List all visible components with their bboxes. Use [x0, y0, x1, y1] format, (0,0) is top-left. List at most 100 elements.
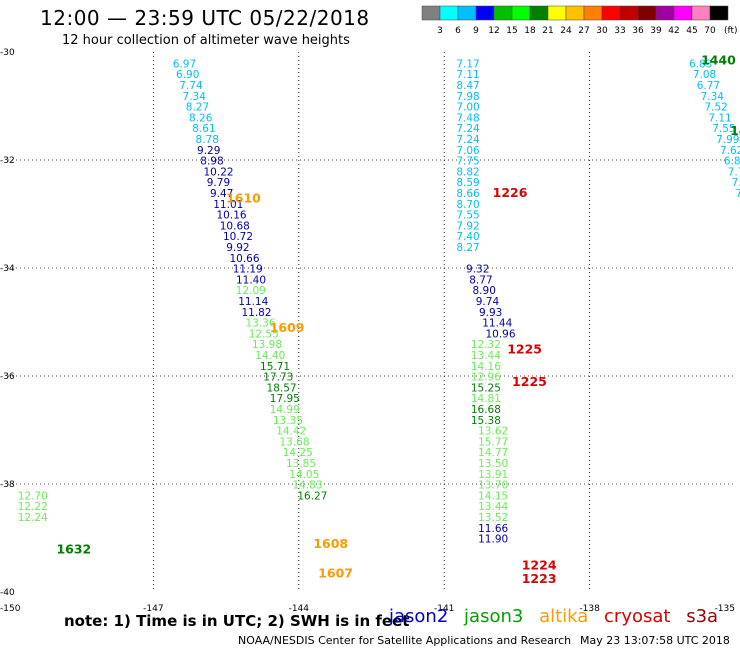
color-scale-label: 21 [542, 26, 553, 36]
wave-height-value: 10.22 [204, 166, 234, 178]
color-scale-label: 30 [596, 26, 608, 36]
wave-height-value: 13.44 [478, 501, 508, 513]
color-scale-label: 45 [686, 26, 697, 36]
wave-height-value: 10.16 [217, 210, 247, 222]
wave-height-value: 15.25 [471, 382, 501, 394]
wave-height-value: 8.90 [473, 285, 496, 297]
wave-height-value: 13.44 [471, 350, 501, 362]
wave-height-value: 7.11 [708, 112, 731, 124]
pass-time-label: 1225 [507, 342, 542, 357]
wave-height-value: 8.82 [456, 166, 479, 178]
color-scale-label: 70 [704, 26, 716, 36]
y-tick-label: -32 [0, 156, 15, 166]
color-swatch [709, 5, 729, 21]
wave-height-value: 8.98 [200, 156, 223, 168]
wave-height-value: 8.70 [456, 199, 479, 211]
wave-height-value: 14.81 [471, 393, 501, 405]
wave-height-value: 13.68 [279, 436, 309, 448]
y-tick-label: -36 [0, 372, 15, 382]
pass-time-label: 1441 [730, 123, 740, 138]
legend-cryosat: cryosat [604, 606, 671, 627]
wave-height-value: 14.15 [478, 490, 508, 502]
wave-height-value: 7.11 [456, 69, 479, 81]
color-scale-label: 9 [473, 26, 479, 36]
wave-height-value: 7.99 [716, 134, 739, 146]
wave-height-value: 7.92 [456, 220, 479, 232]
legend-s3a: s3a [686, 606, 719, 627]
wave-height-value: 14.83 [292, 480, 322, 492]
generated-timestamp: May 23 13:07:58 UTC 2018 [580, 634, 730, 647]
wave-height-value: 14.42 [276, 426, 306, 438]
wave-height-value: 12.96 [471, 372, 501, 384]
pass-time-label: 1632 [56, 541, 91, 556]
wave-height-value: 7.55 [712, 123, 735, 135]
wave-height-value: 7.34 [701, 91, 725, 103]
y-tick-label: -34 [0, 264, 15, 274]
wave-height-value: 6.83 [724, 156, 740, 168]
wave-height-value: 7.17 [456, 58, 479, 70]
pass-time-label: 1607 [318, 566, 353, 581]
wave-height-value: 14.25 [283, 447, 313, 459]
wave-height-value: 8.27 [456, 242, 479, 254]
wave-height-value: 12.70 [18, 490, 48, 502]
wave-height-value: 6.90 [176, 69, 199, 81]
color-scale-unit: (ft) [724, 26, 738, 36]
pass-time-label: 1226 [493, 185, 528, 200]
wave-height-value: 13.36 [245, 318, 275, 330]
wave-height-value: 8.27 [186, 102, 209, 114]
wave-height-value: 15.77 [478, 436, 508, 448]
pass-time-label: 1224 [522, 558, 557, 573]
wave-height-value: 9.47 [210, 188, 233, 200]
wave-height-value: 8.47 [456, 80, 479, 92]
x-tick-label: -138 [579, 604, 600, 614]
wave-height-value: 12.55 [249, 328, 279, 340]
wave-height-value: 8.59 [456, 177, 479, 189]
wave-height-value: 7.34 [183, 91, 207, 103]
y-tick-label: -40 [0, 588, 15, 598]
color-scale-label: 3 [437, 26, 443, 36]
wave-height-value: 6.77 [697, 80, 720, 92]
wave-height-value: 10.72 [223, 231, 253, 243]
pass-time-label: 1440 [701, 53, 736, 68]
wave-height-value: 10.96 [485, 328, 515, 340]
color-scale-label: 15 [506, 26, 517, 36]
x-tick-label: -144 [289, 604, 310, 614]
wave-height-value: 11.40 [236, 274, 266, 286]
color-scale-label: 27 [578, 26, 589, 36]
pass-time-label: 1223 [522, 571, 557, 586]
wave-height-value: 7.98 [456, 91, 479, 103]
wave-height-value: 7.74 [728, 166, 740, 178]
wave-height-value: 12.22 [18, 501, 48, 513]
wave-height-value: 9.92 [226, 242, 249, 254]
chart-subtitle: 12 hour collection of altimeter wave hei… [62, 33, 350, 48]
legend-altika: altika [539, 606, 589, 627]
wave-height-value: 7.40 [456, 231, 479, 243]
wave-height-value: 12.09 [236, 285, 266, 297]
x-tick-label: -147 [143, 604, 163, 614]
footer-note: note: 1) Time is in UTC; 2) SWH is in fe… [64, 612, 410, 630]
wave-height-value: 11.19 [233, 264, 263, 276]
wave-height-value: 15.71 [260, 361, 290, 373]
x-tick-label: -150 [0, 604, 21, 614]
wave-height-value: 17.95 [270, 393, 300, 405]
wave-height-value: 7.08 [693, 69, 716, 81]
credit-line: NOAA/NESDIS Center for Satellite Applica… [238, 634, 572, 647]
wave-height-value: 8.78 [196, 134, 219, 146]
wave-height-value: 13.35 [273, 415, 303, 427]
wave-height-value: 7.00 [456, 102, 479, 114]
wave-height-value: 11.66 [478, 523, 508, 535]
wave-height-value: 13.98 [252, 339, 282, 351]
wave-height-value: 16.27 [297, 490, 327, 502]
wave-height-value: 7.06 [456, 145, 480, 157]
wave-height-value: 6.83 [689, 58, 712, 70]
wave-height-value: 9.32 [466, 264, 489, 276]
wave-height-value: 13.50 [478, 458, 508, 470]
wave-height-value: 8.77 [469, 274, 492, 286]
wave-height-value: 11.44 [482, 318, 512, 330]
wave-height-value: 11.90 [478, 534, 508, 546]
wave-height-value: 8.61 [192, 123, 215, 135]
wave-height-value: 16.68 [471, 404, 501, 416]
wave-height-value: 6.97 [173, 58, 196, 70]
wave-height-value: 8.66 [456, 188, 480, 200]
